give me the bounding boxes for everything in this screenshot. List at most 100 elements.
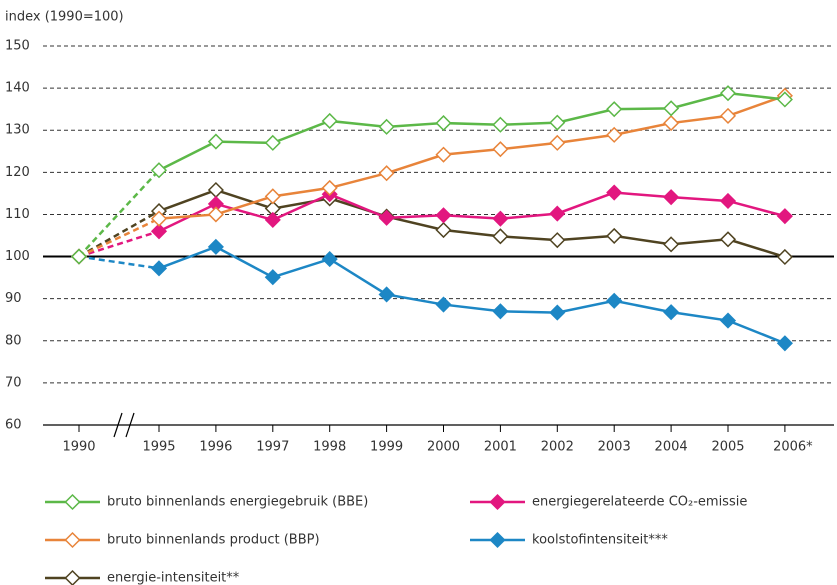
marker [776,208,793,225]
marker [549,134,566,151]
marker [606,184,623,201]
marker [378,165,395,182]
marker [492,303,509,320]
series [70,181,793,266]
x-tick-label: 2000 [427,440,460,455]
line [158,188,786,259]
marker [663,236,680,253]
marker [321,179,338,196]
y-tick-label: 120 [5,165,30,180]
legend-label: energie-intensiteit** [107,571,240,585]
y-tick-label: 130 [5,123,30,138]
marker [549,304,566,321]
marker [492,141,509,158]
marker [549,114,566,131]
legend-marker [64,569,81,585]
marker [492,210,509,227]
marker [549,205,566,222]
marker [606,227,623,244]
marker [150,260,168,277]
marker [719,107,737,124]
marker [435,221,452,239]
marker [264,188,281,205]
legend-label: bruto binnenlands product (BBP) [107,533,320,548]
line [158,91,786,172]
y-tick-label: 100 [5,249,30,264]
legend-label: energiegerelateerde CO₂-emissie [532,495,747,510]
series [70,238,793,352]
x-tick-label: 2004 [655,440,688,455]
x-tick-label: 2003 [598,440,631,455]
y-tick-label: 80 [5,333,22,348]
marker [719,231,737,248]
marker [663,100,680,117]
x-tick-label: 1990 [62,440,95,455]
marker [776,91,793,108]
series [70,184,793,265]
marker [719,312,737,329]
line [158,94,786,220]
line-dashed-segment [78,230,160,258]
marker [776,335,793,352]
marker [435,115,452,132]
marker [435,146,452,163]
marker [207,238,224,255]
x-tick-label: 1995 [142,440,175,455]
marker [606,101,623,118]
marker [150,223,168,240]
marker [150,210,168,227]
marker [150,162,168,179]
marker [492,228,509,245]
marker [776,248,793,266]
marker [719,85,737,102]
x-tick-label: 2002 [541,440,574,455]
y-tick-label: 90 [5,291,22,306]
marker [378,118,395,135]
series [70,85,793,265]
legend-marker [489,531,506,549]
marker [435,207,452,224]
line-dashed-segment [78,255,160,270]
marker [606,292,623,309]
marker [207,133,224,150]
y-tick-label: 140 [5,81,30,96]
marker [264,134,281,151]
legend-marker [489,493,506,511]
legend-label: koolstofintensiteit*** [532,533,668,548]
marker [435,296,452,313]
marker [606,126,623,143]
marker [70,248,88,265]
y-tick-label: 150 [5,39,30,54]
series [70,87,793,265]
legend-label: bruto binnenlands energiegebruik (BBE) [107,495,368,510]
line [158,245,786,345]
marker [378,286,395,303]
marker [264,211,281,228]
x-tick-label: 1998 [313,440,346,455]
marker [321,112,338,130]
legend-marker [64,531,81,549]
x-tick-label: 1997 [256,440,289,455]
marker [663,115,680,132]
marker [719,192,737,210]
y-axis-label: index (1990=100) [5,10,124,25]
y-tick-label: 60 [5,418,22,433]
legend-marker [64,493,81,511]
x-tick-label: 2005 [711,440,744,455]
marker [663,304,680,321]
line-dashed-segment [78,217,160,258]
x-tick-label: 1999 [370,440,403,455]
x-tick-label: 2006* [773,440,813,455]
marker [549,232,566,249]
marker [207,206,224,223]
y-tick-label: 70 [5,375,22,390]
marker [378,209,395,226]
marker [264,269,281,286]
line [158,191,786,233]
marker [207,181,224,199]
x-tick-label: 1996 [199,440,232,455]
y-tick-label: 110 [5,207,30,222]
marker [321,251,338,268]
x-tick-label: 2001 [484,440,517,455]
